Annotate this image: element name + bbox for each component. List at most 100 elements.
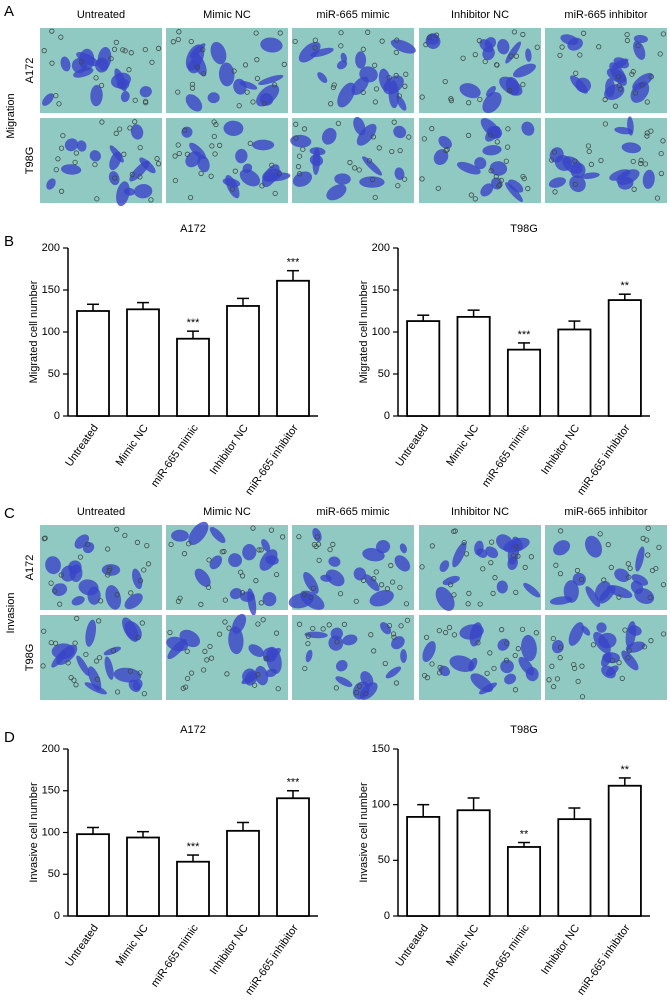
cell xyxy=(521,634,537,662)
pore xyxy=(211,133,217,140)
cell xyxy=(259,93,274,106)
pore xyxy=(239,573,246,579)
pore xyxy=(477,96,483,103)
pore xyxy=(660,582,667,588)
cell xyxy=(209,555,223,570)
pore xyxy=(114,592,120,598)
column-header: Inhibitor NC xyxy=(451,506,509,518)
pore xyxy=(106,567,112,574)
cell xyxy=(298,41,321,63)
cell xyxy=(207,92,220,104)
x-tick-label: Mimic NC xyxy=(444,922,481,968)
pore xyxy=(379,38,385,44)
pore xyxy=(476,38,482,44)
pore xyxy=(208,655,215,661)
pore xyxy=(137,174,143,180)
pore xyxy=(58,188,65,194)
pore xyxy=(176,150,182,157)
pore xyxy=(605,542,611,548)
pore xyxy=(170,39,176,45)
cell xyxy=(581,172,600,179)
cell xyxy=(242,163,253,173)
pore xyxy=(534,44,540,50)
cell xyxy=(132,568,143,590)
cell xyxy=(266,646,282,674)
pore xyxy=(497,182,503,188)
pore xyxy=(654,195,661,201)
y-tick-label: 0 xyxy=(384,910,390,922)
pore xyxy=(250,525,256,531)
pore xyxy=(619,675,625,681)
bar xyxy=(607,784,642,917)
cell xyxy=(485,546,499,559)
pore xyxy=(658,170,664,177)
cell xyxy=(42,93,54,106)
pore xyxy=(272,190,278,197)
pore xyxy=(579,663,585,669)
cell xyxy=(123,187,136,196)
pore xyxy=(503,657,510,663)
pore xyxy=(390,631,397,637)
cell xyxy=(438,135,452,149)
cell xyxy=(233,78,247,95)
cell xyxy=(628,625,642,636)
y-axis-label: Invasive cell number xyxy=(358,782,370,883)
pore xyxy=(202,648,208,655)
cell xyxy=(551,640,564,654)
pore xyxy=(242,62,249,68)
cell xyxy=(248,644,264,657)
cell xyxy=(496,580,508,594)
micrograph xyxy=(419,118,541,203)
cell xyxy=(369,590,394,607)
pore xyxy=(175,142,181,148)
bar xyxy=(456,809,491,917)
pore xyxy=(206,557,212,563)
pore xyxy=(369,177,376,183)
cell xyxy=(242,543,257,561)
pore xyxy=(182,127,188,133)
pore xyxy=(254,75,260,82)
pore xyxy=(627,565,633,571)
pore xyxy=(209,143,215,149)
pore xyxy=(466,100,472,106)
pore xyxy=(57,601,63,607)
cell xyxy=(523,582,541,598)
significance-label: *** xyxy=(187,841,201,853)
cell xyxy=(60,56,71,72)
pore xyxy=(625,561,631,567)
pore xyxy=(337,591,344,597)
pore xyxy=(504,640,510,646)
cell xyxy=(335,676,353,688)
pore xyxy=(575,678,581,685)
pore xyxy=(419,94,425,100)
pore xyxy=(328,101,334,107)
pore xyxy=(461,540,467,546)
cell xyxy=(632,72,653,90)
pore xyxy=(616,594,622,600)
significance-label: *** xyxy=(187,317,201,329)
pore xyxy=(58,145,65,151)
pore xyxy=(198,170,204,177)
pore xyxy=(55,156,61,162)
pore xyxy=(435,185,441,191)
pore xyxy=(602,121,609,127)
pore xyxy=(389,148,395,155)
pore xyxy=(144,543,150,549)
pore xyxy=(448,98,454,104)
pore xyxy=(313,543,319,550)
pore xyxy=(557,644,564,650)
pore xyxy=(137,670,143,676)
cell xyxy=(242,668,257,684)
cell xyxy=(570,75,588,94)
pore xyxy=(41,628,47,634)
pore xyxy=(588,161,595,168)
pore xyxy=(305,640,311,647)
pore xyxy=(608,564,614,571)
pore xyxy=(660,138,666,144)
pore xyxy=(625,655,631,661)
pore xyxy=(52,588,58,594)
pore xyxy=(353,598,359,604)
pore xyxy=(645,525,651,531)
pore xyxy=(548,157,555,163)
significance-label: *** xyxy=(287,777,301,789)
